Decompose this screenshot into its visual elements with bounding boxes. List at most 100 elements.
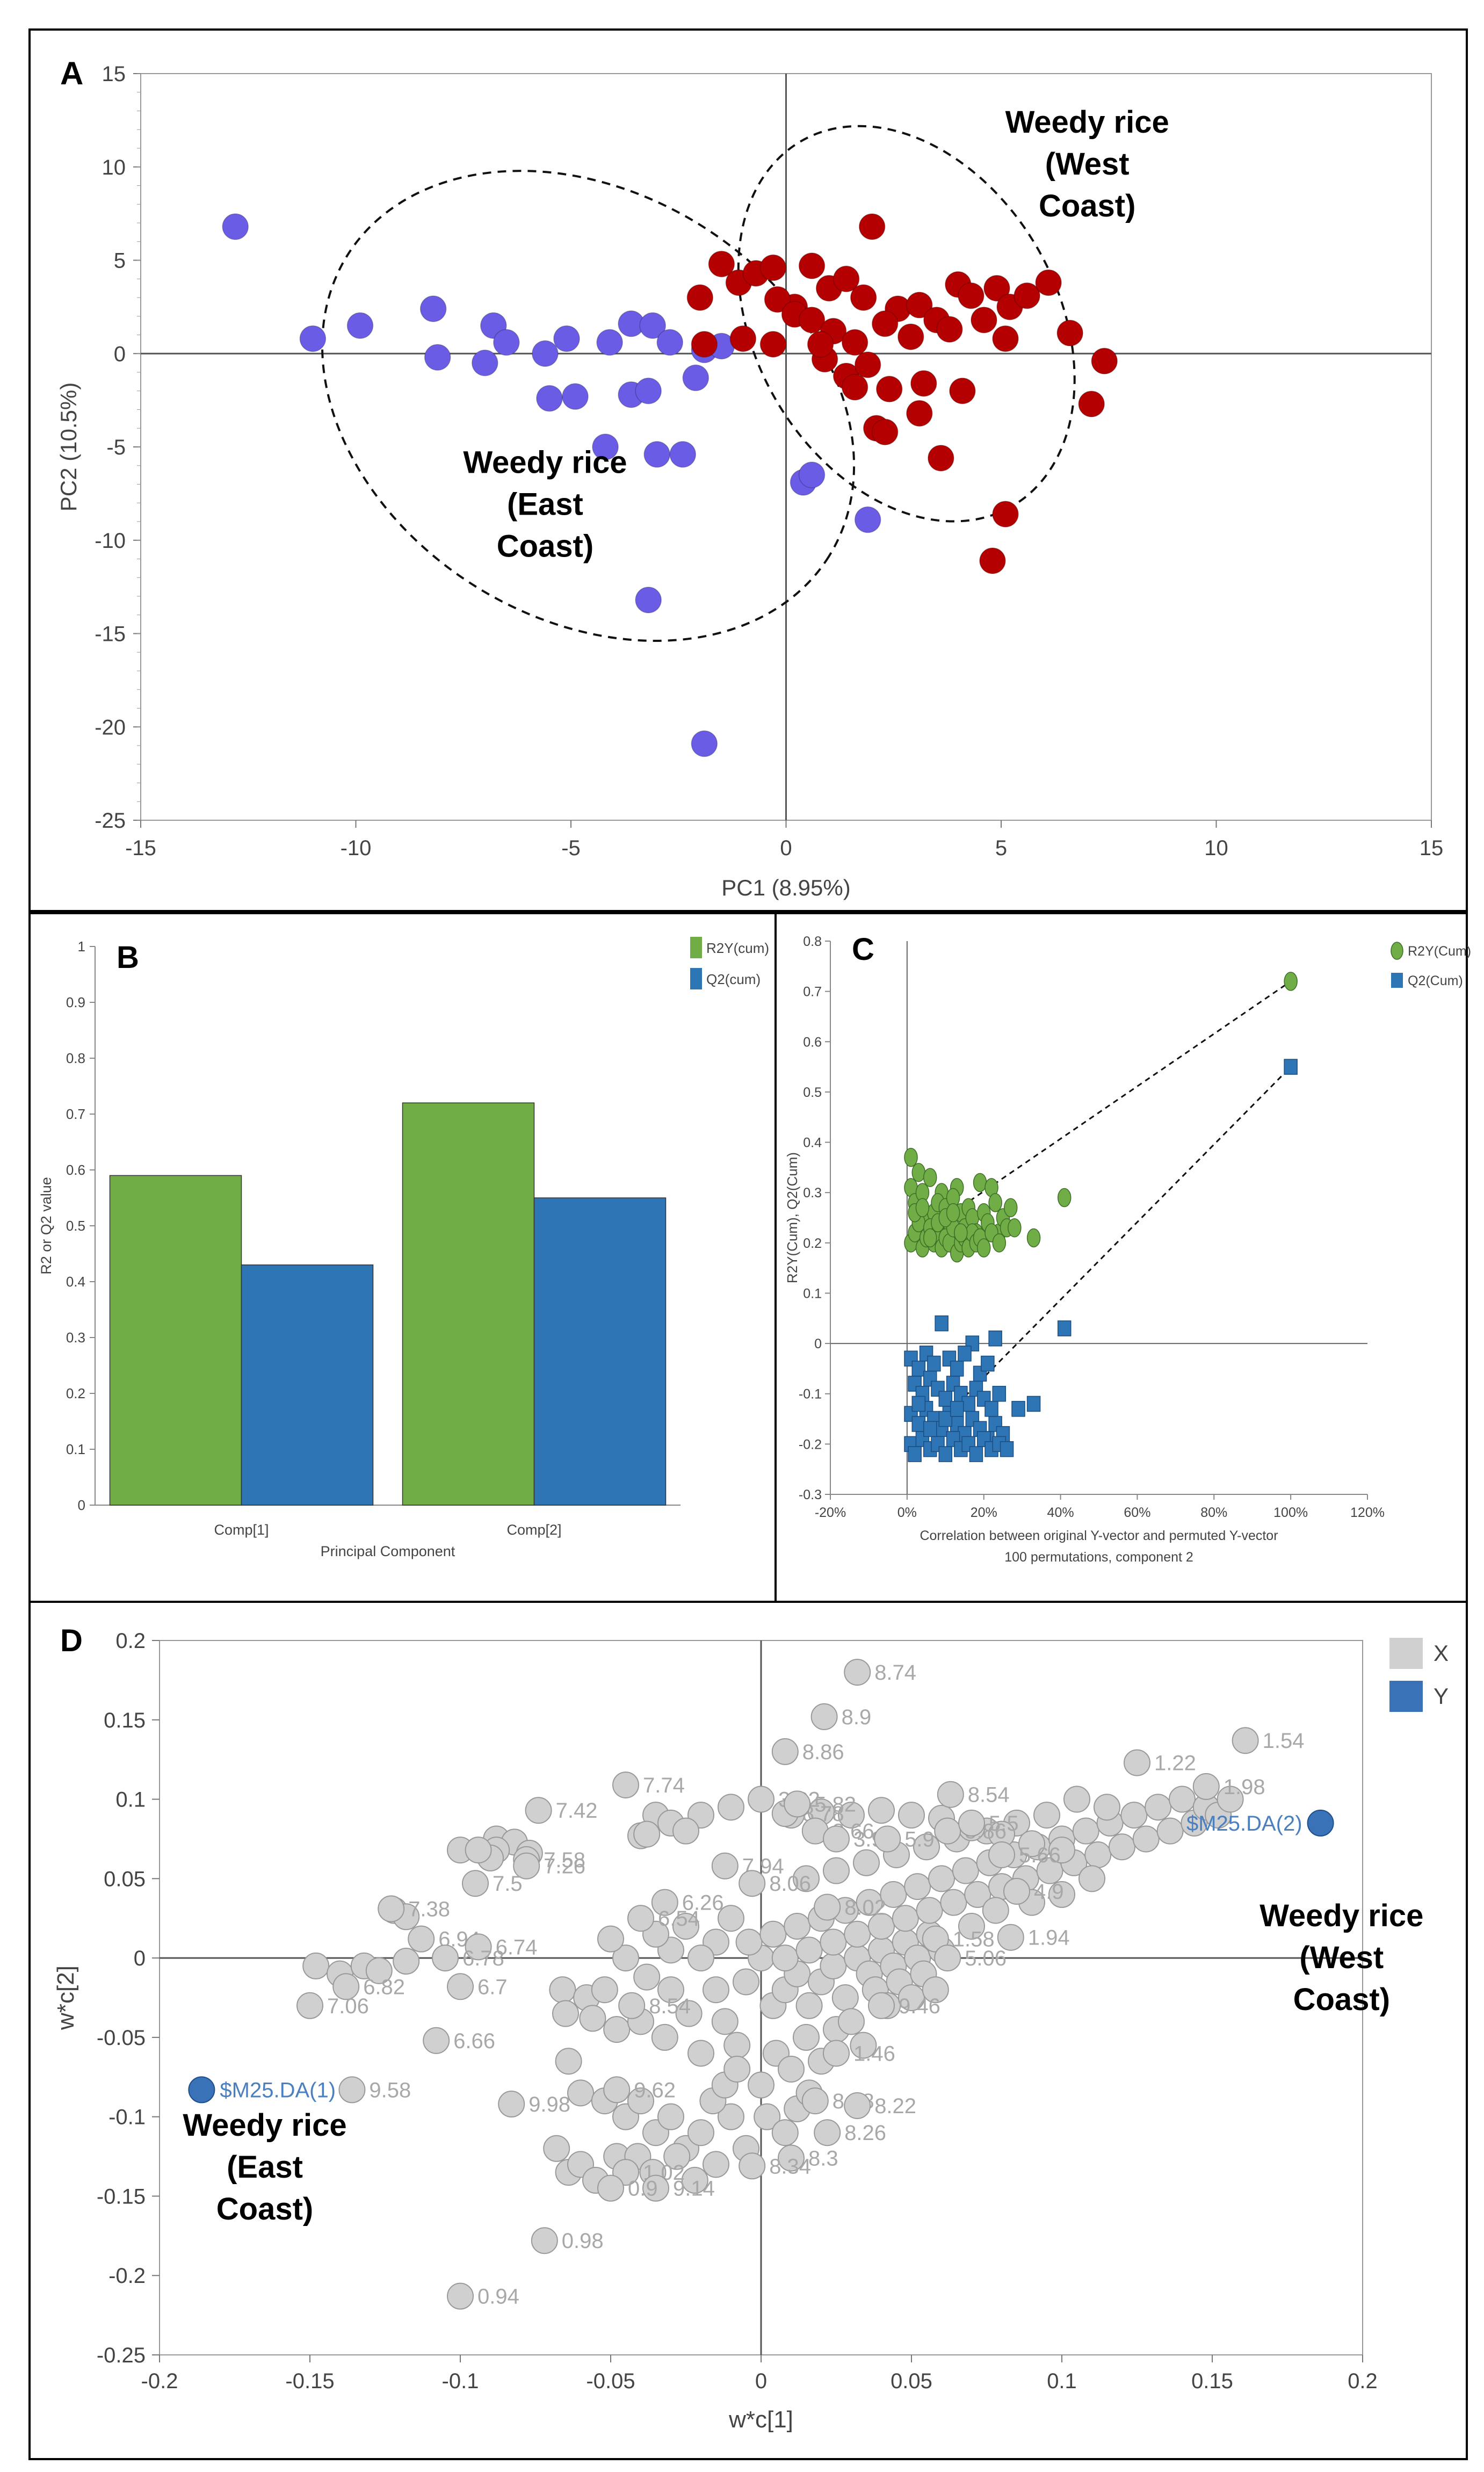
data-point [976, 1238, 991, 1257]
x-variable-point [603, 2076, 631, 2104]
data-point [949, 378, 976, 404]
panel-label: C [852, 932, 874, 967]
y-tick-label: 0 [78, 1497, 85, 1513]
y-tick-label: -20 [95, 715, 126, 739]
data-point [1035, 269, 1062, 296]
x-variable-point [784, 1913, 811, 1940]
x-variable-point [612, 1945, 639, 1972]
x-variable-point [801, 2087, 829, 2115]
data-point [961, 1396, 975, 1412]
x-variable-point [739, 1870, 766, 1897]
x-variable-point [922, 1976, 949, 2004]
x-variable-point [937, 1781, 964, 1808]
x-variable-point [1156, 1817, 1184, 1845]
x-variable-point-label: 6.26 [682, 1891, 724, 1915]
y-tick-label: 0.3 [66, 1329, 85, 1346]
x-variable-point [408, 1925, 435, 1953]
data-point [938, 1446, 953, 1462]
x-tick-label: -0.05 [586, 2369, 635, 2393]
x-variable-point [739, 2152, 766, 2180]
y-tick-label: 0.1 [803, 1286, 822, 1301]
data-point [532, 340, 559, 367]
y-tick-label: 0.4 [803, 1136, 822, 1151]
x-variable-point [982, 1897, 1009, 1924]
x-tick-label: 10 [1204, 836, 1228, 860]
data-point [798, 306, 826, 334]
bar-q2-1 [241, 1264, 374, 1506]
data-point [904, 1350, 918, 1367]
x-tick-label: Comp[1] [214, 1522, 269, 1538]
x-axis-label: Correlation between original Y-vector an… [920, 1528, 1278, 1543]
y-response-point-label: $M25.DA(1) [220, 2078, 336, 2102]
data-point [936, 316, 963, 343]
x-variable-point [1145, 1794, 1172, 1821]
bar-r2y-2 [402, 1102, 535, 1506]
x-variable-point [597, 2174, 624, 2202]
x-variable-point [838, 2008, 865, 2035]
x-variable-point [754, 2103, 781, 2130]
data-point [1078, 391, 1105, 417]
x-variable-point [567, 2079, 594, 2107]
x-tick-label: 0 [755, 2369, 767, 2393]
data-point [992, 1385, 1007, 1402]
x-variable-point [778, 2144, 805, 2172]
data-point [858, 213, 886, 240]
x-variable-point [922, 1925, 949, 1953]
data-point [969, 1446, 983, 1462]
legend-label-q2: Q2(Cum) [1408, 973, 1463, 988]
x-variable-point [952, 1857, 979, 1884]
data-point [798, 461, 826, 488]
chart-d: D-0.2 -0.15 -0.1 -0.05 0 0.05 0.1 0.15 0.2-0.25-… [53, 1623, 1449, 2433]
x-variable-point [618, 1992, 646, 2019]
x-variable-point [964, 1881, 991, 1908]
x-variable-point [1048, 1881, 1075, 1908]
x-variable-point-label: 9.62 [634, 2078, 676, 2102]
regression-line-q2 [937, 1066, 1292, 1425]
x-tick-label: 0.2 [1348, 2369, 1378, 2393]
x-axis-label: Principal Component [321, 1543, 455, 1559]
east-coast-ellipse [321, 170, 856, 642]
x-variable-point-label: 8.3 [808, 2147, 838, 2171]
legend-swatch-y [1389, 1681, 1423, 1712]
x-tick-label: -0.15 [285, 2369, 334, 2393]
x-variable-point [703, 2151, 729, 2178]
x-variable-point-label: 6.82 [363, 1975, 405, 1999]
data-point [908, 1446, 922, 1462]
x-variable-point [723, 2056, 751, 2083]
x-variable-point [462, 1870, 489, 1897]
x-variable-point [552, 2000, 579, 2027]
x-tick-label: -0.2 [141, 2369, 178, 2393]
x-variable-point [718, 2103, 744, 2130]
x-variable-point [393, 1948, 420, 1975]
y-tick-label: 0.1 [66, 1441, 85, 1457]
y-tick-label: -15 [95, 623, 126, 646]
y-tick-label: -0.1 [799, 1387, 822, 1402]
series-east-coast [222, 213, 881, 757]
y-tick-label: -25 [95, 809, 126, 833]
x-variable-point-label: 8.54 [649, 1994, 691, 2018]
data-point [299, 325, 327, 352]
y-axis-label: PC2 (10.5%) [56, 382, 81, 511]
x-variable-point [423, 2027, 450, 2054]
y-axis-label: R2 or Q2 value [38, 1177, 54, 1275]
y-axis-label: R2Y(Cum), Q2(Cum) [784, 1152, 800, 1283]
x-variable-point-label: 7.42 [556, 1799, 598, 1823]
data-point [1026, 1396, 1041, 1412]
data-point [764, 286, 791, 313]
x-variable-point [687, 1945, 714, 1972]
legend-label-q2: Q2(cum) [706, 971, 761, 987]
x-variable-point [465, 1933, 492, 1961]
x-variable-point [597, 1925, 624, 1953]
y-tick-label: -0.3 [799, 1487, 822, 1502]
x-tick-label: -5 [561, 836, 581, 860]
x-variable-point [838, 1802, 865, 1829]
x-variable-point [1078, 1865, 1105, 1892]
x-variable-point-label: 8.74 [874, 1661, 916, 1685]
y-tick-label: 0 [134, 1947, 146, 1970]
data-point [1057, 1188, 1072, 1208]
data-point [992, 1233, 1007, 1253]
data-point [992, 325, 1019, 352]
x-tick-label: 0.15 [1191, 2369, 1233, 2393]
y-response-point-label: $M25.DA(2) [1186, 1812, 1302, 1835]
data-point [906, 292, 933, 319]
